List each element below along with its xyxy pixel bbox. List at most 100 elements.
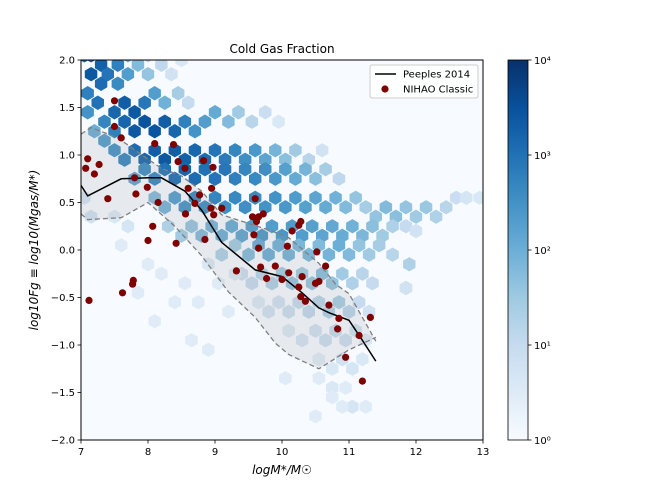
- hexbin-cell: [131, 285, 145, 300]
- y-axis: −2.0 −1.5 −1.0 −0.5 0.0 0.5 1.0 1.5 2.0: [51, 56, 81, 447]
- nihao-point: [334, 325, 342, 333]
- nihao-point: [313, 248, 321, 256]
- hexbin-cell: [118, 114, 131, 129]
- hexbin-cell: [249, 171, 262, 186]
- hexbin-cell: [346, 361, 359, 376]
- nihao-point: [196, 191, 204, 199]
- hexbin-cell: [339, 200, 352, 215]
- hexbin-cell: [91, 95, 104, 110]
- hexbin-cell: [148, 86, 161, 101]
- hexbin-cell: [98, 114, 111, 129]
- hexbin-cell: [128, 143, 141, 158]
- hexbin-cell: [316, 143, 329, 158]
- hexbin-cell: [312, 352, 326, 367]
- nihao-point: [335, 314, 343, 322]
- hexbin-cell: [332, 238, 346, 253]
- hexbin-cell: [450, 190, 463, 205]
- colorbar-gradient: [507, 59, 529, 441]
- hexbin-cell: [279, 152, 292, 167]
- nihao-point: [169, 141, 178, 149]
- y-axis-label: log10Fg ≡ log10(Mgas/M*): [27, 170, 41, 331]
- legend-label-line: Peeples 2014: [403, 70, 470, 81]
- hexbin-cell: [175, 228, 188, 243]
- nihao-point: [143, 183, 151, 191]
- hexbin-cell: [326, 219, 339, 234]
- hexbin-cell: [208, 105, 222, 120]
- hexbin-cell: [141, 257, 155, 272]
- hexbin-cell: [372, 238, 386, 253]
- hexbin-cell: [108, 105, 121, 120]
- hexbin-cell: [238, 152, 252, 167]
- nihao-point: [251, 195, 259, 203]
- nihao-point: [110, 122, 119, 131]
- hexbin-cell: [282, 247, 295, 262]
- hexbin-cell: [108, 209, 121, 224]
- nihao-point: [210, 211, 218, 219]
- hexbin-cell: [252, 295, 265, 310]
- hexbin-cell: [289, 190, 302, 205]
- hexbin-cell: [279, 200, 292, 215]
- hexbin-cell: [192, 295, 205, 310]
- hexbin-cell: [228, 190, 242, 205]
- point-layer: [82, 97, 374, 385]
- nihao-point: [232, 267, 240, 275]
- hexbin-cell: [81, 105, 94, 120]
- hexbin-cell: [249, 143, 262, 158]
- hexbin-cell: [212, 276, 225, 291]
- hexbin-cell: [242, 247, 255, 262]
- hexbin-cell: [379, 200, 393, 215]
- nihao-point: [278, 275, 286, 284]
- x-tick-label: 11: [343, 447, 356, 458]
- hexbin-cell: [339, 333, 352, 348]
- nihao-point: [342, 353, 350, 361]
- hexbin-cell: [222, 304, 235, 319]
- hexbin-cell: [222, 114, 235, 129]
- legend: Peeples 2014 NIHAO Classic: [369, 64, 479, 99]
- hexbin-cell: [175, 60, 188, 68]
- hexbin-cell: [208, 143, 222, 158]
- nihao-point: [255, 244, 263, 252]
- hexbin-cell: [148, 314, 161, 329]
- hexbin-cell: [366, 276, 379, 291]
- hexbin-cell: [138, 162, 151, 177]
- hexbin-cell: [366, 219, 379, 234]
- hexbin-cell: [352, 238, 366, 253]
- nihao-point: [250, 231, 258, 239]
- hexbin-cell: [178, 152, 192, 167]
- nihao-point: [315, 277, 323, 285]
- hexbin-cell: [168, 190, 181, 205]
- hexbin-cell: [158, 200, 171, 215]
- hexbin-cell: [309, 190, 322, 205]
- hexbin-cell: [148, 124, 161, 139]
- hexbin-layer: [81, 60, 483, 424]
- nihao-point: [132, 190, 140, 198]
- x-axis-label: logM*/M☉: [252, 463, 312, 477]
- hexbin-cell: [326, 380, 339, 395]
- nihao-point: [84, 155, 92, 163]
- hexbin-cell: [289, 143, 302, 158]
- y-tick-label: 1.5: [59, 103, 75, 114]
- band-upper-line: [81, 126, 377, 342]
- hexbin-cell: [245, 114, 259, 129]
- nihao-point: [104, 195, 112, 203]
- hexbin-cell: [399, 200, 413, 215]
- hexbin-cell: [259, 152, 272, 167]
- nihao-point: [295, 283, 303, 291]
- hexbin-cell: [265, 219, 279, 234]
- nihao-point: [85, 296, 93, 304]
- hexbin-cell: [238, 200, 252, 215]
- hexbin-cell: [342, 247, 356, 262]
- hexbin-cell: [131, 60, 145, 72]
- x-tick-label: 12: [410, 447, 423, 458]
- hexbin-cell: [289, 171, 302, 186]
- hexbin-cell: [138, 152, 151, 167]
- y-tick-label: 0.0: [59, 246, 75, 257]
- hexbin-cell: [188, 124, 202, 139]
- hexbin-cell: [282, 304, 295, 319]
- hexbin-cell: [128, 105, 141, 120]
- hexbin-cell: [269, 143, 282, 158]
- nihao-point: [131, 174, 139, 182]
- hexbin-cell: [158, 95, 171, 110]
- colorbar-tick-label: 10⁰: [534, 436, 551, 447]
